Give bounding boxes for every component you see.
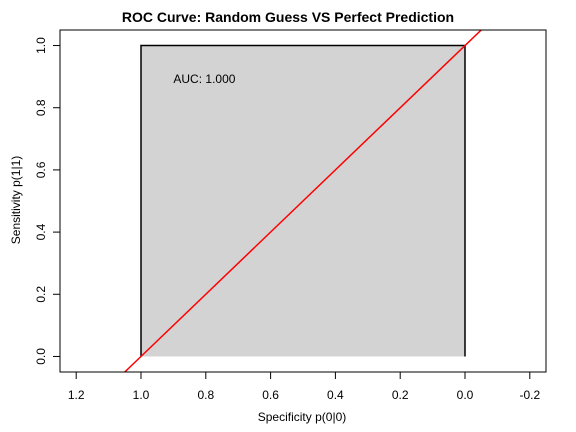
roc-curve: [140, 44, 466, 357]
x-tick-label: 0.6: [262, 388, 279, 402]
roc-curve-line: [140, 44, 466, 357]
y-tick-label: 0.0: [34, 348, 48, 365]
y-tick-label: 0.2: [34, 286, 48, 303]
y-axis: 0.0 0.2 0.4 0.6 0.8 1.0: [34, 37, 61, 365]
x-tick-label: 0.2: [392, 388, 409, 402]
x-axis-label: Specificity p(0|0): [258, 410, 346, 424]
reference-line: [123, 30, 483, 372]
y-tick-label: 0.4: [34, 223, 48, 240]
x-tick-label: 0.4: [327, 388, 344, 402]
reference-diagonal-line: [123, 30, 483, 372]
x-tick-label: 0.8: [197, 388, 214, 402]
chart-title: ROC Curve: Random Guess VS Perfect Predi…: [122, 9, 454, 25]
x-tick-label: 1.0: [133, 388, 150, 402]
y-tick-label: 1.0: [34, 37, 48, 54]
x-tick-label: 0.0: [457, 388, 474, 402]
y-tick-label: 0.8: [34, 99, 48, 116]
x-axis: 1.2 1.0 0.8 0.6 0.4 0.2 0.0 -0.2: [68, 371, 540, 402]
x-tick-label: -0.2: [519, 388, 540, 402]
y-tick-label: 0.6: [34, 161, 48, 178]
x-tick-label: 1.2: [68, 388, 85, 402]
annotations: AUC: 1.000: [173, 72, 235, 86]
auc-annotation: AUC: 1.000: [173, 72, 235, 86]
y-axis-label: Sensitivity p(1|1): [9, 156, 23, 244]
